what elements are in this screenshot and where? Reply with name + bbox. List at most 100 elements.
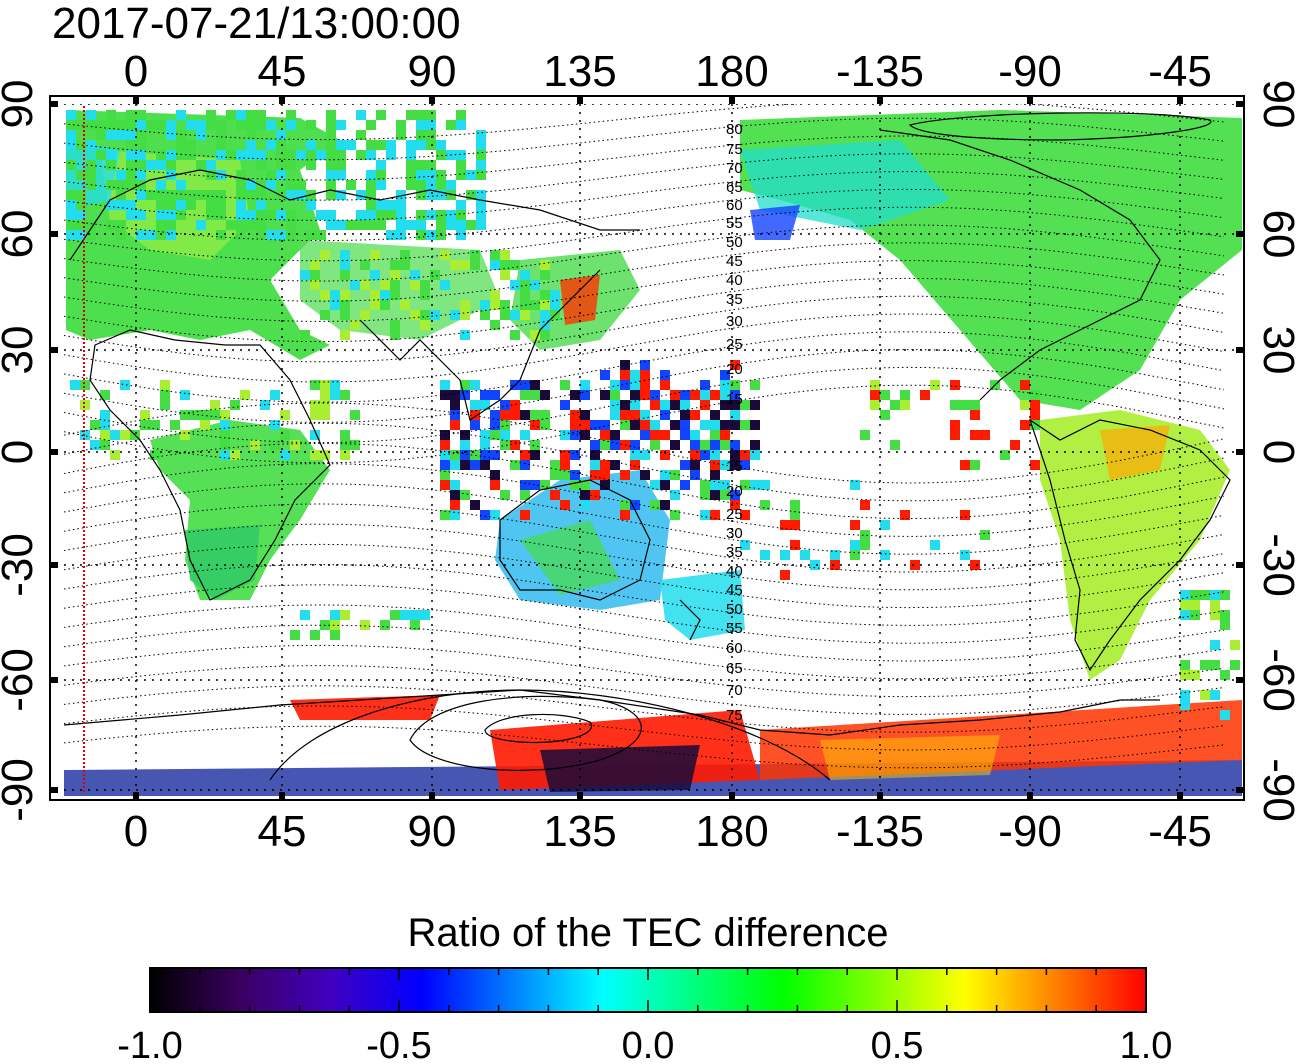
tec-cell — [426, 180, 436, 190]
tec-cell — [470, 450, 480, 460]
tec-cell — [266, 210, 276, 220]
tec-cell — [286, 150, 296, 160]
tec-cell — [530, 380, 540, 390]
magnetic-contour — [64, 685, 1225, 733]
tec-cell — [860, 500, 870, 510]
contour-label: 20 — [726, 361, 743, 378]
tec-cell — [640, 390, 650, 400]
latitude-label: 90 — [1254, 80, 1296, 129]
contour-label: 65 — [726, 179, 743, 196]
tec-cell — [520, 490, 530, 500]
tec-cell — [366, 190, 376, 200]
tec-cell — [330, 620, 340, 630]
tec-cell — [430, 310, 440, 320]
tec-cell — [176, 110, 186, 120]
tec-cell — [630, 420, 640, 430]
tec-cell — [266, 170, 276, 180]
tec-cell — [386, 210, 396, 220]
tec-cell — [96, 120, 106, 130]
tec-cell — [416, 110, 426, 120]
tec-cell — [160, 390, 170, 400]
tec-cell — [326, 150, 336, 160]
antarctic-red-patch-1 — [290, 695, 440, 720]
australia-coast — [499, 479, 651, 601]
tec-cell — [106, 130, 116, 140]
longitude-label: 180 — [695, 47, 768, 96]
tec-cell — [460, 490, 470, 500]
contour-label: 15 — [726, 391, 743, 408]
tec-cell — [1230, 640, 1240, 650]
tec-cell — [236, 120, 246, 130]
tec-cell — [416, 170, 426, 180]
contour-label: 40 — [726, 563, 743, 580]
tec-cell — [126, 110, 136, 120]
tec-cell — [570, 480, 580, 490]
tec-cell — [850, 550, 860, 560]
tec-cell — [570, 470, 580, 480]
tec-cell — [440, 380, 450, 390]
tec-cell — [490, 480, 500, 490]
tec-cell — [376, 180, 386, 190]
tec-cell — [530, 300, 540, 310]
tec-cell — [220, 410, 230, 420]
tec-cell — [520, 510, 530, 520]
tec-cell — [416, 160, 426, 170]
contour-label: 45 — [726, 582, 743, 599]
tec-cell — [116, 120, 126, 130]
tec-cell — [66, 130, 76, 140]
tec-cell — [700, 510, 710, 520]
tec-cell — [326, 180, 336, 190]
tec-cell — [490, 410, 500, 420]
tec-cell — [246, 120, 256, 130]
tec-cell — [416, 210, 426, 220]
tec-cell — [550, 300, 560, 310]
tec-cell — [396, 220, 406, 230]
tec-cell — [620, 410, 630, 420]
tec-cell — [420, 290, 430, 300]
magnetic-contour — [64, 277, 1225, 343]
tec-cell — [480, 390, 490, 400]
tec-cell — [156, 160, 166, 170]
tec-cell — [136, 120, 146, 130]
tec-cell — [96, 130, 106, 140]
tec-cell — [206, 120, 216, 130]
tec-cell — [650, 480, 660, 490]
tec-cell — [186, 120, 196, 130]
tec-cell — [366, 220, 376, 230]
tec-cell — [286, 120, 296, 130]
tec-cell — [550, 490, 560, 500]
tec-cell — [156, 200, 166, 210]
tec-cell — [166, 200, 176, 210]
tec-cell — [850, 520, 860, 530]
tec-cell — [346, 220, 356, 230]
magnetic-contour — [64, 295, 1225, 363]
tec-cell — [476, 170, 486, 180]
tec-cell — [470, 410, 480, 420]
tec-cell — [396, 190, 406, 200]
latitude-label: 30 — [0, 326, 42, 375]
tec-cell — [436, 170, 446, 180]
tec-cell — [1190, 610, 1200, 620]
tec-cell — [570, 390, 580, 400]
tec-cell — [476, 140, 486, 150]
magnetic-contour — [64, 135, 1225, 181]
tec-cell — [540, 330, 550, 340]
tec-cell — [520, 290, 530, 300]
tec-cell — [500, 300, 510, 310]
magnetic-contour — [64, 665, 1225, 715]
tec-cell — [280, 430, 290, 440]
tec-cell — [326, 160, 336, 170]
tec-cell — [570, 410, 580, 420]
tec-cell — [760, 550, 770, 560]
tec-cell — [460, 440, 470, 450]
tec-cell — [450, 260, 460, 270]
tec-cell — [196, 130, 206, 140]
tec-cell — [430, 270, 440, 280]
tec-cell — [550, 460, 560, 470]
tec-cell — [600, 470, 610, 480]
southern-africa-coverage — [185, 525, 260, 600]
tec-cell — [406, 150, 416, 160]
tec-cell — [426, 120, 436, 130]
tec-cell — [330, 300, 340, 310]
tec-cell — [1210, 690, 1220, 700]
